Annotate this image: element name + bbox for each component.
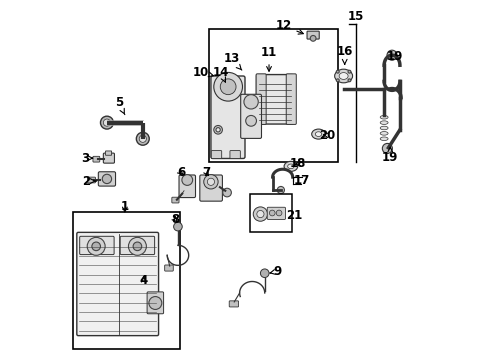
Circle shape (128, 237, 147, 255)
FancyBboxPatch shape (98, 172, 116, 186)
Circle shape (100, 116, 113, 129)
Ellipse shape (312, 129, 325, 139)
Ellipse shape (380, 137, 388, 140)
Ellipse shape (380, 132, 388, 135)
Text: 14: 14 (213, 66, 229, 82)
Circle shape (310, 36, 316, 41)
FancyBboxPatch shape (211, 150, 221, 158)
FancyBboxPatch shape (200, 175, 222, 201)
Ellipse shape (284, 161, 298, 171)
FancyBboxPatch shape (256, 74, 266, 125)
Text: 21: 21 (286, 210, 303, 222)
FancyBboxPatch shape (256, 75, 294, 124)
Circle shape (348, 79, 351, 82)
FancyBboxPatch shape (147, 292, 164, 314)
FancyBboxPatch shape (211, 76, 245, 158)
FancyBboxPatch shape (241, 94, 262, 138)
Circle shape (270, 210, 275, 216)
Bar (73, 212, 180, 348)
Text: 2: 2 (82, 175, 96, 188)
Bar (209, 30, 338, 162)
Circle shape (253, 207, 268, 221)
Text: 12: 12 (275, 19, 303, 34)
Circle shape (387, 50, 397, 60)
Circle shape (214, 72, 243, 101)
Circle shape (382, 143, 392, 153)
FancyBboxPatch shape (267, 207, 286, 220)
Ellipse shape (380, 121, 388, 125)
Text: 3: 3 (81, 152, 93, 165)
Circle shape (207, 178, 215, 185)
Circle shape (103, 119, 111, 126)
Circle shape (276, 210, 282, 216)
FancyBboxPatch shape (165, 265, 173, 271)
Text: 4: 4 (140, 274, 148, 287)
FancyBboxPatch shape (229, 301, 239, 307)
FancyBboxPatch shape (120, 236, 155, 255)
Circle shape (149, 297, 162, 310)
Text: 8: 8 (171, 213, 179, 226)
FancyBboxPatch shape (179, 175, 196, 198)
Circle shape (336, 70, 339, 73)
Circle shape (102, 174, 112, 184)
Circle shape (257, 211, 264, 218)
Ellipse shape (335, 69, 353, 83)
FancyBboxPatch shape (80, 236, 114, 255)
Circle shape (244, 95, 258, 109)
Circle shape (133, 242, 142, 251)
Text: 6: 6 (177, 166, 185, 179)
Circle shape (348, 70, 351, 73)
Circle shape (336, 79, 339, 82)
FancyBboxPatch shape (230, 150, 240, 158)
Text: 5: 5 (115, 96, 125, 114)
Ellipse shape (288, 164, 294, 169)
Text: 16: 16 (337, 45, 353, 64)
Circle shape (92, 242, 100, 251)
Circle shape (223, 188, 231, 197)
Text: 19: 19 (382, 147, 398, 164)
Text: 19: 19 (387, 50, 403, 63)
Circle shape (245, 116, 256, 126)
Text: 18: 18 (290, 157, 306, 170)
Circle shape (260, 269, 269, 278)
FancyBboxPatch shape (77, 232, 159, 336)
FancyBboxPatch shape (307, 31, 319, 39)
Circle shape (139, 135, 147, 142)
Circle shape (136, 132, 149, 145)
Bar (250, 194, 292, 232)
Circle shape (204, 175, 218, 189)
Text: 17: 17 (294, 174, 310, 187)
Text: 20: 20 (319, 129, 336, 142)
Text: 7: 7 (202, 166, 211, 179)
FancyBboxPatch shape (88, 177, 96, 183)
Circle shape (277, 186, 285, 194)
Ellipse shape (339, 73, 348, 80)
Text: 9: 9 (270, 265, 281, 278)
Circle shape (216, 128, 220, 132)
Text: 11: 11 (261, 46, 277, 71)
Circle shape (214, 126, 222, 134)
Circle shape (182, 175, 193, 185)
FancyBboxPatch shape (103, 153, 115, 163)
Ellipse shape (315, 132, 322, 136)
Circle shape (220, 79, 236, 95)
Ellipse shape (380, 126, 388, 130)
Ellipse shape (380, 116, 388, 119)
Text: 10: 10 (193, 66, 213, 79)
Circle shape (87, 237, 105, 255)
Text: 13: 13 (223, 52, 242, 70)
FancyBboxPatch shape (172, 197, 179, 203)
FancyBboxPatch shape (93, 156, 100, 162)
FancyBboxPatch shape (105, 151, 112, 155)
Text: 1: 1 (121, 201, 129, 213)
Text: 15: 15 (348, 10, 365, 23)
FancyBboxPatch shape (286, 74, 296, 125)
Circle shape (173, 222, 182, 231)
